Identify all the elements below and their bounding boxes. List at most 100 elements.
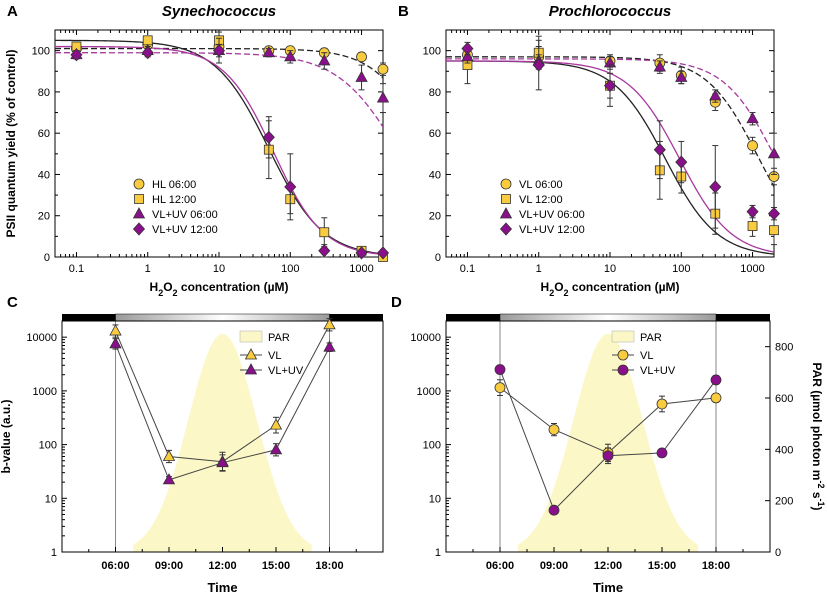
legend-marker	[133, 178, 145, 190]
data-point	[216, 455, 229, 468]
legend-marker	[500, 178, 512, 190]
panel-c: C 1 10 100 1000 10000 06:00 09:00 12:00 15:00 18:0…	[0, 294, 384, 595]
x-tick-label: 100	[281, 263, 299, 275]
data-point	[355, 70, 368, 82]
y-tick-label: 1	[435, 547, 441, 559]
legend-marker	[499, 207, 513, 219]
series-vl-uv-12-00	[70, 43, 390, 260]
legend-label: VL+UV 12:00	[519, 224, 585, 236]
x-axis-label-part: O	[554, 280, 563, 294]
y-tick-label: 40	[38, 169, 50, 181]
data-point	[162, 449, 176, 461]
legend-label: HL 06:00	[152, 179, 196, 191]
data-point	[376, 246, 390, 260]
x-tick-label: 15:00	[262, 560, 290, 572]
x-tick-label: 18:00	[702, 560, 730, 572]
label-part: PAR (µmol photon m	[810, 362, 824, 480]
y-tick-label: 100	[423, 440, 441, 452]
x-axis-label-part: H	[541, 280, 550, 294]
y-tick-label: 1000	[417, 386, 441, 398]
x-axis-label-part: concentration (µM)	[178, 280, 289, 294]
x-tick-label: 1000	[740, 263, 764, 275]
y-tick-label: 80	[429, 87, 441, 99]
x-tick-label: 0.1	[460, 263, 475, 275]
x-axis-label: Time	[207, 580, 237, 595]
legend-label: PAR	[268, 332, 290, 344]
data-point	[494, 382, 506, 394]
y-tick-label: 0	[435, 252, 441, 264]
data-point	[269, 418, 283, 430]
x-tick-label: 1	[536, 263, 542, 275]
legend-label: VL 12:00	[519, 194, 563, 206]
y-tick-label: 60	[429, 128, 441, 140]
x-tick-label: 18:00	[315, 560, 343, 572]
right-y-tick-label: 600	[775, 393, 793, 405]
data-point	[376, 91, 390, 103]
series-vl-12-00	[462, 35, 779, 246]
x-tick-label: 10	[213, 263, 225, 275]
data-point	[356, 51, 367, 63]
data-point	[767, 146, 781, 159]
fit-curve	[55, 45, 383, 256]
data-point	[141, 46, 154, 60]
night-bar	[716, 314, 770, 321]
day-bar	[115, 313, 330, 322]
fit-curve	[55, 52, 383, 128]
data-point	[319, 227, 330, 238]
panel-d: D 1 10 100 1000 10000 06:00 09:00 12:00 15:00 18:0…	[391, 294, 826, 595]
data-point	[269, 442, 283, 455]
y-tick-label: 20	[38, 211, 50, 223]
panel-b: B Prochlorococcus 0.1 1 10 100 1000 0 20 40 60 80 10…	[398, 3, 781, 298]
panel-label: C	[7, 294, 18, 311]
legend-marker	[134, 194, 144, 204]
series-hl-12-00	[71, 31, 388, 262]
x-tick-label: 100	[672, 263, 690, 275]
x-tick-label: 09:00	[155, 560, 183, 572]
legend-par-swatch	[239, 330, 263, 343]
panel-label: D	[391, 294, 402, 311]
right-y-axis-label: PAR (µmol photon m-2 s-1)	[810, 362, 826, 510]
right-y-tick-label: 0	[775, 547, 781, 559]
label-part: )	[810, 507, 824, 511]
data-point	[675, 70, 688, 82]
night-bar	[329, 314, 383, 321]
data-point	[747, 221, 758, 231]
y-tick-label: 1	[51, 547, 57, 559]
x-axis-label-part: 2	[173, 288, 178, 298]
y-tick-label: 100	[39, 440, 57, 452]
y-tick-label: 20	[429, 211, 441, 223]
data-point	[746, 111, 759, 124]
legend-marker	[617, 364, 629, 376]
y-tick-label: 40	[429, 169, 441, 181]
data-point	[318, 244, 331, 258]
data-point	[355, 246, 368, 260]
y-tick-label: 10000	[410, 332, 441, 344]
x-axis-label-part: O	[163, 280, 172, 294]
data-point	[162, 473, 176, 485]
x-axis-label-part: concentration (µM)	[569, 280, 680, 294]
x-tick-label: 06:00	[486, 560, 514, 572]
data-point	[109, 324, 122, 336]
series-vl-uv-12-00	[461, 39, 781, 229]
data-point	[656, 398, 668, 410]
x-axis-label-part: H	[150, 280, 159, 294]
x-tick-label: 15:00	[648, 560, 676, 572]
legend: PAR VL VL+UV	[611, 330, 676, 377]
right-y-tick-label: 200	[775, 496, 793, 508]
legend-label: VL+UV 06:00	[519, 209, 585, 221]
data-point	[603, 79, 617, 93]
x-tick-label: 12:00	[208, 560, 236, 572]
night-bar	[446, 314, 500, 321]
y-tick-label: 10	[429, 493, 441, 505]
series-vl-06-00	[462, 46, 780, 186]
legend-label: VL	[268, 350, 281, 362]
data-point	[710, 392, 722, 404]
legend-label: PAR	[640, 332, 662, 344]
series-vl-uv	[109, 337, 336, 485]
series-vl-uv-06-00	[70, 37, 390, 114]
panel-a: A Synechococcus 0.1 1 10 100 1000 0 20 40 60 80 100 H…	[4, 3, 390, 298]
label-part: -1	[816, 499, 826, 507]
y-tick-label: 10000	[26, 332, 57, 344]
data-point	[548, 424, 560, 436]
